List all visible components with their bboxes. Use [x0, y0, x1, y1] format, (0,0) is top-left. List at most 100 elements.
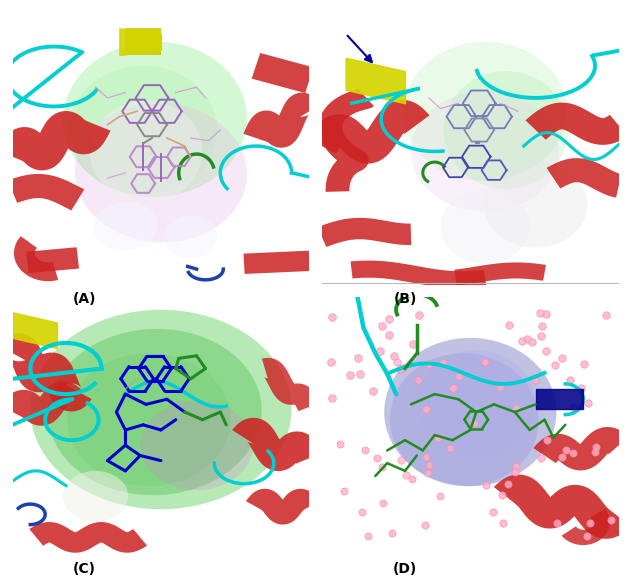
Ellipse shape	[90, 101, 202, 202]
Ellipse shape	[75, 103, 247, 242]
Text: (C): (C)	[73, 562, 96, 576]
Polygon shape	[319, 88, 374, 192]
Point	[584, 519, 594, 528]
Ellipse shape	[384, 338, 556, 486]
Ellipse shape	[30, 310, 291, 509]
Point	[368, 386, 378, 396]
Point	[529, 376, 539, 385]
Point	[377, 462, 387, 471]
Ellipse shape	[444, 71, 568, 189]
Point	[362, 531, 372, 540]
Point	[421, 520, 431, 530]
Point	[511, 462, 521, 471]
Point	[498, 518, 508, 527]
Polygon shape	[547, 158, 621, 198]
Point	[591, 442, 601, 452]
Point	[378, 322, 388, 331]
Point	[408, 339, 418, 348]
Polygon shape	[29, 522, 147, 553]
Polygon shape	[562, 509, 610, 545]
Point	[536, 332, 546, 341]
Point	[583, 398, 593, 407]
Ellipse shape	[404, 42, 567, 181]
Point	[528, 338, 538, 347]
Point	[378, 499, 388, 508]
Ellipse shape	[69, 66, 218, 194]
Point	[413, 376, 423, 385]
Ellipse shape	[164, 216, 217, 259]
Point	[590, 447, 600, 457]
Point	[407, 474, 417, 483]
Point	[335, 439, 345, 449]
Point	[392, 357, 402, 366]
Point	[582, 532, 592, 541]
Point	[445, 443, 455, 453]
Polygon shape	[252, 53, 314, 93]
Point	[504, 320, 514, 330]
Point	[552, 518, 562, 527]
Point	[433, 433, 443, 443]
Polygon shape	[14, 236, 58, 281]
Polygon shape	[526, 102, 625, 145]
Point	[401, 470, 411, 479]
Point	[537, 321, 547, 330]
Polygon shape	[0, 382, 82, 426]
Text: (D): (D)	[393, 562, 417, 576]
Polygon shape	[454, 262, 546, 286]
Point	[494, 382, 504, 392]
Ellipse shape	[417, 350, 536, 458]
Point	[421, 405, 431, 414]
Point	[339, 486, 349, 496]
Point	[557, 453, 567, 462]
Point	[601, 310, 611, 320]
Point	[376, 346, 386, 355]
Ellipse shape	[63, 42, 247, 197]
Point	[481, 358, 491, 367]
Text: (B): (B)	[393, 292, 417, 306]
Point	[536, 309, 546, 318]
Point	[550, 360, 560, 369]
Point	[565, 376, 575, 385]
Polygon shape	[246, 489, 319, 524]
Ellipse shape	[93, 202, 158, 250]
Point	[481, 481, 491, 490]
Point	[326, 394, 336, 403]
Polygon shape	[318, 218, 411, 247]
Point	[436, 492, 446, 501]
Point	[469, 419, 479, 428]
Point	[438, 359, 448, 368]
Point	[424, 359, 434, 369]
Point	[414, 310, 424, 319]
Ellipse shape	[140, 400, 253, 490]
Point	[511, 403, 521, 413]
Polygon shape	[0, 111, 111, 171]
Point	[360, 446, 370, 455]
Point	[448, 384, 458, 393]
Polygon shape	[308, 100, 429, 163]
Point	[352, 354, 362, 363]
Ellipse shape	[48, 329, 262, 495]
Point	[568, 402, 578, 412]
Point	[384, 315, 394, 324]
Point	[423, 468, 433, 477]
Polygon shape	[244, 93, 321, 148]
Polygon shape	[0, 333, 92, 412]
Ellipse shape	[441, 189, 530, 264]
Point	[537, 394, 547, 403]
Point	[576, 383, 586, 393]
Point	[396, 456, 406, 465]
Point	[389, 351, 399, 360]
Point	[557, 354, 567, 363]
Polygon shape	[125, 28, 161, 55]
Point	[394, 365, 404, 374]
Point	[541, 309, 551, 319]
Ellipse shape	[63, 471, 128, 522]
Polygon shape	[262, 358, 320, 411]
Point	[503, 479, 512, 489]
Ellipse shape	[390, 353, 539, 486]
Point	[384, 330, 394, 340]
Point	[579, 359, 589, 369]
Polygon shape	[8, 174, 84, 211]
Ellipse shape	[411, 91, 559, 212]
Polygon shape	[26, 247, 79, 273]
